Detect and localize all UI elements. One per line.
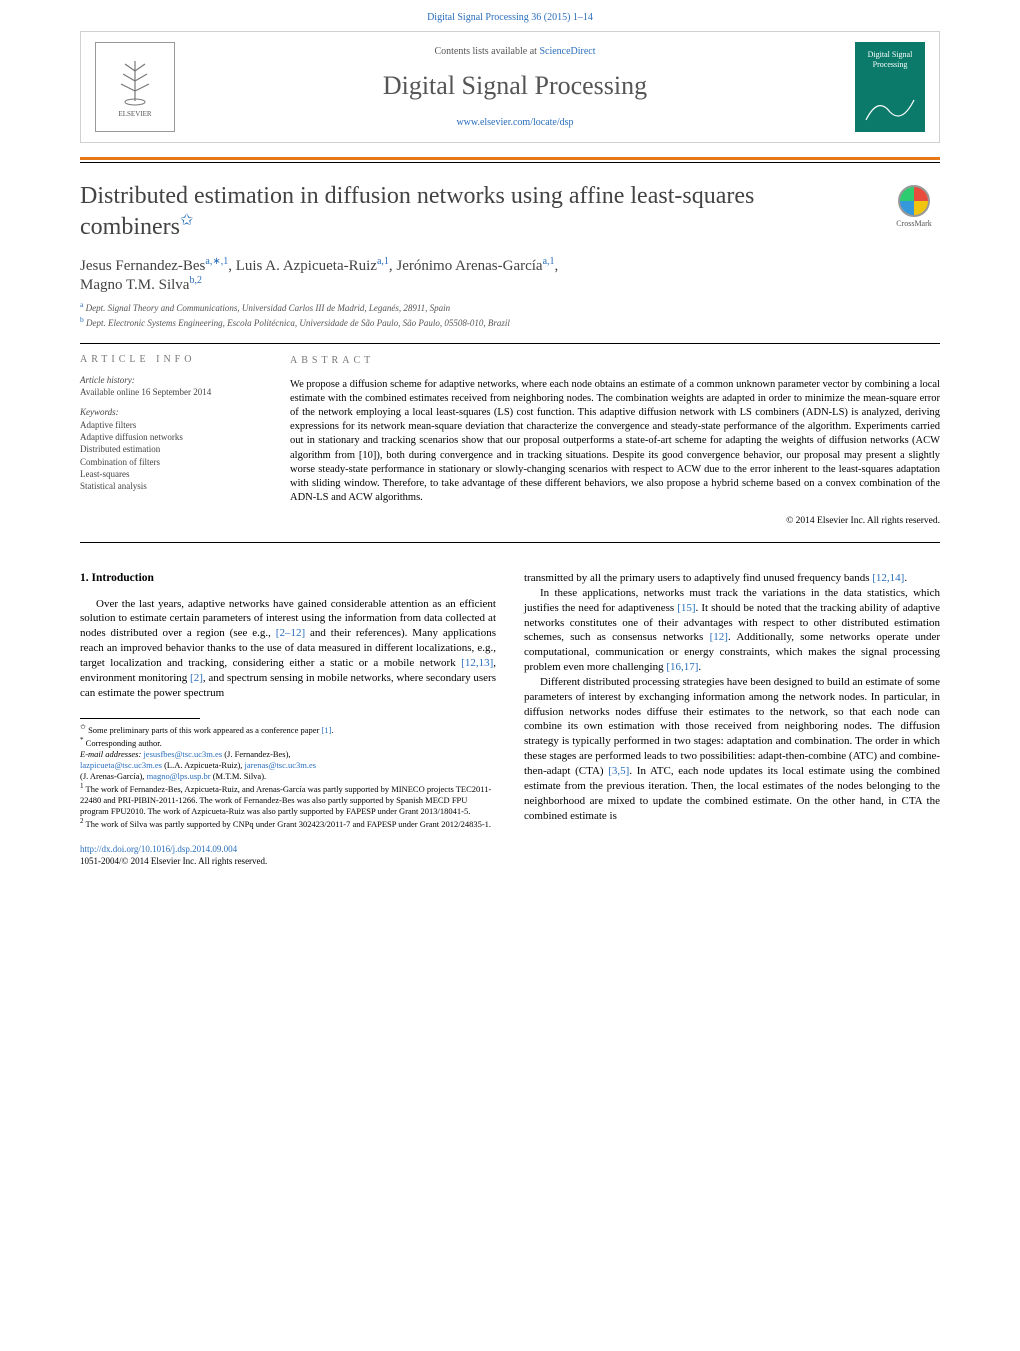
email-link[interactable]: jesusfbes@tsc.uc3m.es (143, 749, 222, 759)
info-abstract-row: article info Article history: Available … (80, 344, 940, 543)
citation-link[interactable]: [12,13] (461, 657, 493, 669)
issn-copyright: 1051-2004/© 2014 Elsevier Inc. All right… (80, 856, 940, 866)
article-title: Distributed estimation in diffusion netw… (80, 181, 940, 242)
elsevier-tree-icon (115, 56, 155, 106)
elsevier-logo: ELSEVIER (95, 42, 175, 132)
citation-link[interactable]: [1] (321, 725, 331, 735)
affiliations: a Dept. Signal Theory and Communications… (80, 300, 940, 329)
footnote-star: ✩ Some preliminary parts of this work ap… (80, 723, 496, 736)
article-info-heading: article info (80, 354, 272, 365)
article-info-column: article info Article history: Available … (80, 344, 290, 542)
abstract-heading: abstract (290, 354, 940, 368)
keyword: Adaptive filters (80, 419, 272, 431)
email-link[interactable]: jarenas@tsc.uc3m.es (245, 760, 317, 770)
crossmark-badge[interactable]: CrossMark (888, 185, 940, 228)
footnote-emails: E-mail addresses: jesusfbes@tsc.uc3m.es … (80, 749, 496, 782)
abstract-copyright: © 2014 Elsevier Inc. All rights reserved… (290, 515, 940, 528)
footnote-separator (80, 718, 200, 719)
footnotes: ✩ Some preliminary parts of this work ap… (80, 723, 496, 830)
abstract-text: We propose a diffusion scheme for adapti… (290, 378, 940, 506)
history-label: Article history: (80, 375, 272, 385)
history-text: Available online 16 September 2014 (80, 387, 272, 397)
contents-center: Contents lists available at ScienceDirec… (175, 46, 855, 128)
running-head: Digital Signal Processing 36 (2015) 1–14 (0, 0, 1020, 31)
citation-link[interactable]: [16,17] (666, 661, 698, 673)
citation-link[interactable]: [12,14] (872, 572, 904, 584)
crossmark-icon (898, 185, 930, 217)
email-link[interactable]: magno@lps.usp.br (147, 771, 211, 781)
doi-block: http://dx.doi.org/10.1016/j.dsp.2014.09.… (80, 844, 940, 866)
section-heading: 1. Introduction (80, 571, 496, 587)
citation-link[interactable]: Digital Signal Processing 36 (2015) 1–14 (427, 12, 593, 23)
paragraph: In these applications, networks must tra… (524, 586, 940, 675)
email-link[interactable]: lazpicueta@tsc.uc3m.es (80, 760, 162, 770)
keyword: Adaptive diffusion networks (80, 431, 272, 443)
journal-homepage-link[interactable]: www.elsevier.com/locate/dsp (456, 117, 573, 128)
contents-available: Contents lists available at ScienceDirec… (175, 46, 855, 57)
citation-link[interactable]: [2] (190, 672, 203, 684)
keyword: Combination of filters (80, 456, 272, 468)
orange-divider (80, 157, 940, 160)
citation-link[interactable]: [2–12] (276, 627, 305, 639)
paragraph: transmitted by all the primary users to … (524, 571, 940, 586)
journal-header-bar: ELSEVIER Contents lists available at Sci… (80, 31, 940, 143)
footnote-corr: * Corresponding author. (80, 736, 496, 749)
keywords-label: Keywords: (80, 407, 272, 417)
citation-link[interactable]: [12] (710, 631, 728, 643)
keyword: Least-squares (80, 468, 272, 480)
keyword: Distributed estimation (80, 443, 272, 455)
elsevier-label: ELSEVIER (118, 110, 151, 118)
paragraph: Different distributed processing strateg… (524, 675, 940, 823)
journal-name: Digital Signal Processing (175, 71, 855, 101)
author-list: Jesus Fernandez-Besa,∗,1, Luis A. Azpicu… (80, 256, 940, 294)
title-footnote-marker: ✩ (180, 212, 193, 229)
footnote-1: 1 The work of Fernandez-Bes, Azpicueta-R… (80, 782, 496, 817)
thin-divider (80, 162, 940, 163)
abstract-column: abstract We propose a diffusion scheme f… (290, 344, 940, 542)
paragraph: Over the last years, adaptive networks h… (80, 597, 496, 701)
citation-link[interactable]: [3,5] (608, 765, 629, 777)
journal-cover-thumbnail: Digital Signal Processing (855, 42, 925, 132)
sciencedirect-link[interactable]: ScienceDirect (539, 46, 595, 57)
citation-link[interactable]: [15] (677, 602, 695, 614)
left-column: 1. Introduction Over the last years, ada… (80, 571, 496, 830)
right-column: transmitted by all the primary users to … (524, 571, 940, 830)
footnote-2: 2 The work of Silva was partly supported… (80, 817, 496, 830)
keyword: Statistical analysis (80, 480, 272, 492)
body-two-column: 1. Introduction Over the last years, ada… (80, 571, 940, 830)
doi-link[interactable]: http://dx.doi.org/10.1016/j.dsp.2014.09.… (80, 844, 237, 854)
